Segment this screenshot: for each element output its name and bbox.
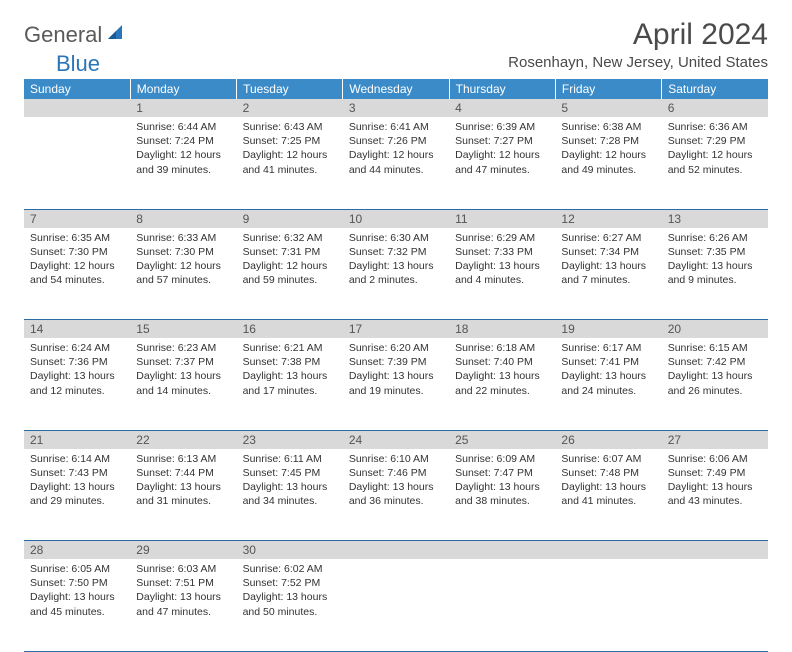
day-number: 3 bbox=[343, 99, 449, 117]
day-number: 6 bbox=[662, 99, 768, 117]
day-number: 8 bbox=[130, 209, 236, 228]
day-number bbox=[662, 541, 768, 560]
day-cell: Sunrise: 6:20 AMSunset: 7:39 PMDaylight:… bbox=[343, 338, 449, 430]
day-cell: Sunrise: 6:15 AMSunset: 7:42 PMDaylight:… bbox=[662, 338, 768, 430]
day-cell: Sunrise: 6:35 AMSunset: 7:30 PMDaylight:… bbox=[24, 228, 130, 320]
day-number: 17 bbox=[343, 320, 449, 339]
day-number bbox=[24, 99, 130, 117]
day-cell: Sunrise: 6:43 AMSunset: 7:25 PMDaylight:… bbox=[237, 117, 343, 209]
logo: General bbox=[24, 18, 128, 48]
day-cell: Sunrise: 6:05 AMSunset: 7:50 PMDaylight:… bbox=[24, 559, 130, 651]
day-cell: Sunrise: 6:02 AMSunset: 7:52 PMDaylight:… bbox=[237, 559, 343, 651]
day-cell: Sunrise: 6:18 AMSunset: 7:40 PMDaylight:… bbox=[449, 338, 555, 430]
day-cell: Sunrise: 6:32 AMSunset: 7:31 PMDaylight:… bbox=[237, 228, 343, 320]
day-number: 4 bbox=[449, 99, 555, 117]
daynum-row: 78910111213 bbox=[24, 209, 768, 228]
daynum-row: 14151617181920 bbox=[24, 320, 768, 339]
day-cell bbox=[555, 559, 661, 651]
logo-text-blue: Blue bbox=[56, 51, 100, 77]
day-number: 21 bbox=[24, 430, 130, 449]
col-header: Tuesday bbox=[237, 79, 343, 99]
day-cell: Sunrise: 6:30 AMSunset: 7:32 PMDaylight:… bbox=[343, 228, 449, 320]
day-cell: Sunrise: 6:38 AMSunset: 7:28 PMDaylight:… bbox=[555, 117, 661, 209]
day-number: 23 bbox=[237, 430, 343, 449]
day-cell: Sunrise: 6:11 AMSunset: 7:45 PMDaylight:… bbox=[237, 449, 343, 541]
day-number: 15 bbox=[130, 320, 236, 339]
day-cell: Sunrise: 6:17 AMSunset: 7:41 PMDaylight:… bbox=[555, 338, 661, 430]
day-cell: Sunrise: 6:21 AMSunset: 7:38 PMDaylight:… bbox=[237, 338, 343, 430]
day-number: 7 bbox=[24, 209, 130, 228]
day-content-row: Sunrise: 6:24 AMSunset: 7:36 PMDaylight:… bbox=[24, 338, 768, 430]
day-number: 12 bbox=[555, 209, 661, 228]
page-title: April 2024 bbox=[508, 18, 768, 52]
day-cell: Sunrise: 6:29 AMSunset: 7:33 PMDaylight:… bbox=[449, 228, 555, 320]
day-number bbox=[449, 541, 555, 560]
day-cell: Sunrise: 6:10 AMSunset: 7:46 PMDaylight:… bbox=[343, 449, 449, 541]
day-cell: Sunrise: 6:23 AMSunset: 7:37 PMDaylight:… bbox=[130, 338, 236, 430]
day-cell: Sunrise: 6:09 AMSunset: 7:47 PMDaylight:… bbox=[449, 449, 555, 541]
logo-sail-icon bbox=[106, 23, 126, 48]
day-number: 22 bbox=[130, 430, 236, 449]
day-cell: Sunrise: 6:06 AMSunset: 7:49 PMDaylight:… bbox=[662, 449, 768, 541]
day-number: 5 bbox=[555, 99, 661, 117]
day-number: 1 bbox=[130, 99, 236, 117]
day-cell: Sunrise: 6:03 AMSunset: 7:51 PMDaylight:… bbox=[130, 559, 236, 651]
title-block: April 2024 Rosenhayn, New Jersey, United… bbox=[508, 18, 768, 71]
day-number: 25 bbox=[449, 430, 555, 449]
col-header: Wednesday bbox=[343, 79, 449, 99]
day-content-row: Sunrise: 6:44 AMSunset: 7:24 PMDaylight:… bbox=[24, 117, 768, 209]
day-content-row: Sunrise: 6:14 AMSunset: 7:43 PMDaylight:… bbox=[24, 449, 768, 541]
day-cell: Sunrise: 6:07 AMSunset: 7:48 PMDaylight:… bbox=[555, 449, 661, 541]
day-number: 14 bbox=[24, 320, 130, 339]
daynum-row: 123456 bbox=[24, 99, 768, 117]
col-header: Saturday bbox=[662, 79, 768, 99]
day-cell: Sunrise: 6:33 AMSunset: 7:30 PMDaylight:… bbox=[130, 228, 236, 320]
day-number: 30 bbox=[237, 541, 343, 560]
daynum-row: 21222324252627 bbox=[24, 430, 768, 449]
day-cell: Sunrise: 6:27 AMSunset: 7:34 PMDaylight:… bbox=[555, 228, 661, 320]
day-number: 11 bbox=[449, 209, 555, 228]
day-number: 29 bbox=[130, 541, 236, 560]
day-content-row: Sunrise: 6:05 AMSunset: 7:50 PMDaylight:… bbox=[24, 559, 768, 651]
day-content-row: Sunrise: 6:35 AMSunset: 7:30 PMDaylight:… bbox=[24, 228, 768, 320]
day-cell: Sunrise: 6:41 AMSunset: 7:26 PMDaylight:… bbox=[343, 117, 449, 209]
logo-text-general: General bbox=[24, 22, 102, 48]
day-number: 16 bbox=[237, 320, 343, 339]
day-number: 20 bbox=[662, 320, 768, 339]
day-number bbox=[343, 541, 449, 560]
day-cell bbox=[24, 117, 130, 209]
day-cell: Sunrise: 6:36 AMSunset: 7:29 PMDaylight:… bbox=[662, 117, 768, 209]
daynum-row: 282930 bbox=[24, 541, 768, 560]
day-number: 26 bbox=[555, 430, 661, 449]
day-cell: Sunrise: 6:13 AMSunset: 7:44 PMDaylight:… bbox=[130, 449, 236, 541]
day-number bbox=[555, 541, 661, 560]
day-cell: Sunrise: 6:44 AMSunset: 7:24 PMDaylight:… bbox=[130, 117, 236, 209]
col-header: Monday bbox=[130, 79, 236, 99]
col-header: Sunday bbox=[24, 79, 130, 99]
day-cell: Sunrise: 6:39 AMSunset: 7:27 PMDaylight:… bbox=[449, 117, 555, 209]
day-cell bbox=[343, 559, 449, 651]
location-text: Rosenhayn, New Jersey, United States bbox=[508, 54, 768, 71]
col-header: Friday bbox=[555, 79, 661, 99]
day-cell bbox=[449, 559, 555, 651]
day-number: 10 bbox=[343, 209, 449, 228]
col-header: Thursday bbox=[449, 79, 555, 99]
day-cell: Sunrise: 6:14 AMSunset: 7:43 PMDaylight:… bbox=[24, 449, 130, 541]
day-number: 24 bbox=[343, 430, 449, 449]
header-row: General April 2024 Rosenhayn, New Jersey… bbox=[24, 18, 768, 71]
day-number: 9 bbox=[237, 209, 343, 228]
day-number: 13 bbox=[662, 209, 768, 228]
calendar-table: Sunday Monday Tuesday Wednesday Thursday… bbox=[24, 79, 768, 652]
day-number: 19 bbox=[555, 320, 661, 339]
day-cell: Sunrise: 6:24 AMSunset: 7:36 PMDaylight:… bbox=[24, 338, 130, 430]
day-number: 28 bbox=[24, 541, 130, 560]
day-cell bbox=[662, 559, 768, 651]
day-number: 18 bbox=[449, 320, 555, 339]
day-number: 2 bbox=[237, 99, 343, 117]
weekday-header-row: Sunday Monday Tuesday Wednesday Thursday… bbox=[24, 79, 768, 99]
day-cell: Sunrise: 6:26 AMSunset: 7:35 PMDaylight:… bbox=[662, 228, 768, 320]
day-number: 27 bbox=[662, 430, 768, 449]
